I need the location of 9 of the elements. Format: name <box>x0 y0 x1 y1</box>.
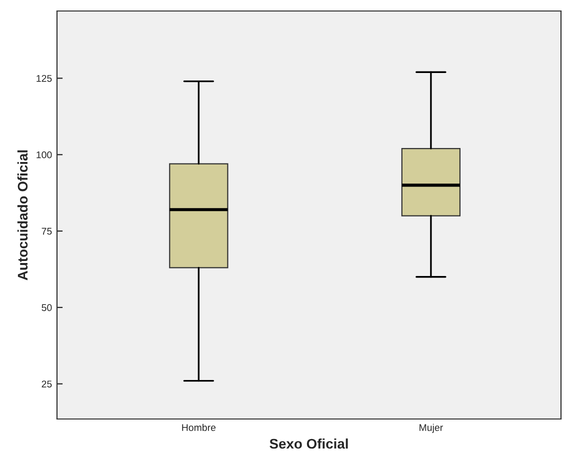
y-axis-title: Autocuidado Oficial <box>17 150 28 280</box>
x-tick-label: Mujer <box>420 424 443 433</box>
y-tick-label: 125 <box>36 74 52 82</box>
x-tick-label: Hombre <box>182 424 216 431</box>
y-tick-label: 25 <box>42 380 52 388</box>
y-tick-label: 100 <box>36 151 52 158</box>
y-tick-label: 75 <box>42 228 52 235</box>
x-axis-title: Sexo Oficial <box>270 438 348 449</box>
y-tick-label: 50 <box>42 304 52 312</box>
